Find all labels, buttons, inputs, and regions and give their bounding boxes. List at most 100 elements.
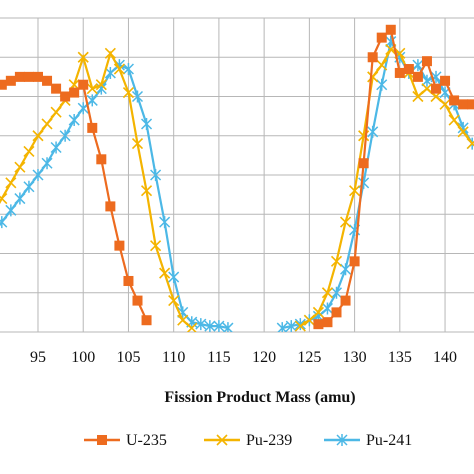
series-2-point-32: [321, 302, 333, 315]
series-2-point-1: [0, 216, 8, 229]
series-2-point-7: [50, 141, 62, 154]
series-0-point-1: [0, 79, 7, 90]
series-1-point-39: [439, 98, 451, 110]
series-2-point-2: [5, 204, 17, 217]
series-1-point-12: [95, 79, 107, 91]
legend-label-0: U-235: [126, 432, 167, 449]
series-layer: [0, 24, 474, 332]
legend-item-0: U-235: [84, 432, 167, 449]
series-0-point-6: [42, 75, 53, 86]
series-2-point-5: [32, 169, 44, 181]
series-0-point-8: [60, 91, 71, 102]
series-1-point-16: [131, 138, 144, 150]
series-2-point-18: [150, 169, 162, 181]
series-0-point-35: [467, 99, 474, 110]
series-0-point-9: [69, 87, 80, 98]
series-1-point-23: [294, 320, 306, 332]
series-0-point-4: [23, 71, 34, 82]
series-1-point-28: [339, 216, 352, 228]
series-1-point-19: [159, 267, 171, 279]
series-2-point-33: [330, 286, 343, 299]
series-1-point-1: [0, 192, 8, 205]
series-0-point-32: [440, 75, 451, 86]
series-0-point-5: [32, 71, 43, 82]
series-0-point-26: [385, 24, 396, 35]
series-0-point-3: [14, 71, 25, 82]
x-tick-label-5: 120: [252, 349, 276, 366]
series-0-point-21: [340, 295, 351, 306]
series-0-point-28: [403, 64, 414, 75]
x-tick-label-2: 105: [116, 349, 140, 366]
series-0-point-25: [376, 32, 387, 43]
series-2-point-3: [14, 192, 26, 205]
series-1-point-4: [23, 145, 35, 158]
series-1-point-36: [412, 90, 424, 103]
series-2-point-34: [340, 263, 352, 276]
series-1-point-15: [122, 87, 135, 99]
series-1-point-25: [312, 306, 324, 318]
series-0-point-13: [105, 201, 116, 212]
series-0-point-11: [87, 122, 98, 133]
series-0-point-12: [96, 154, 107, 165]
series-2-point-23: [195, 318, 207, 331]
series-2-point-4: [23, 180, 35, 193]
series-1-point-31: [367, 71, 379, 83]
series-1-point-14: [113, 63, 125, 75]
series-2-point-6: [41, 157, 53, 170]
series-0-point-15: [123, 275, 134, 286]
x-tick-label-1: 100: [71, 349, 95, 366]
series-1-point-20: [168, 295, 180, 307]
legend: U-235 Pu-239 Pu-241: [84, 432, 412, 449]
legend-swatch-marker-0: [97, 435, 107, 445]
series-0-point-22: [349, 256, 360, 267]
series-1-point-3: [14, 161, 26, 173]
x-tick-label-6: 125: [297, 349, 321, 366]
x-tick-labels: 95 100 105 110 115 120 125 130 135 140: [30, 349, 457, 366]
series-2-point-27: [276, 322, 288, 332]
series-1-point-10: [77, 51, 89, 63]
series-2-point-11: [86, 94, 98, 107]
series-2-point-26: [222, 322, 234, 332]
series-2-line-0: [0, 63, 229, 330]
series-0-point-29: [412, 71, 423, 82]
series-2-point-24: [204, 320, 216, 332]
series-0-point-19: [322, 317, 333, 328]
series-1-point-17: [140, 185, 153, 197]
series-2-point-43: [421, 74, 433, 87]
legend-swatch-marker-1: [216, 434, 228, 446]
series-0-point-7: [51, 83, 62, 94]
series-0-point-16: [132, 295, 143, 306]
series-0-point-20: [331, 307, 342, 318]
series-1-point-7: [50, 106, 62, 118]
series-0: [0, 24, 474, 330]
series-1-point-18: [150, 240, 162, 252]
series-0-point-23: [358, 158, 369, 169]
series-2-point-25: [213, 320, 225, 332]
series-1-point-11: [86, 83, 98, 95]
grid: [0, 17, 474, 333]
series-0-point-14: [114, 240, 125, 251]
series-1-point-22: [186, 322, 198, 332]
series-1-point-40: [448, 114, 460, 126]
legend-swatch-marker-2: [336, 434, 348, 446]
series-2-point-16: [131, 90, 144, 103]
series-1-point-21: [177, 314, 189, 326]
legend-label-1: Pu-239: [246, 432, 292, 449]
series-2-point-13: [104, 66, 116, 79]
series-1-point-32: [376, 59, 388, 71]
series-2-point-42: [412, 59, 424, 72]
series-2-point-37: [367, 125, 379, 138]
series-2-point-20: [168, 271, 180, 284]
x-tick-label-7: 130: [343, 349, 367, 366]
series-0-point-30: [421, 56, 432, 67]
series-2-point-29: [294, 318, 306, 331]
legend-item-1: Pu-239: [204, 432, 292, 449]
series-0-point-27: [394, 67, 405, 78]
series-2-point-28: [285, 320, 297, 332]
series-0-point-17: [141, 315, 152, 326]
series-2-point-17: [141, 117, 153, 130]
series-1-point-37: [421, 83, 433, 95]
series-1-point-41: [457, 126, 469, 138]
series-1-point-29: [349, 185, 361, 197]
